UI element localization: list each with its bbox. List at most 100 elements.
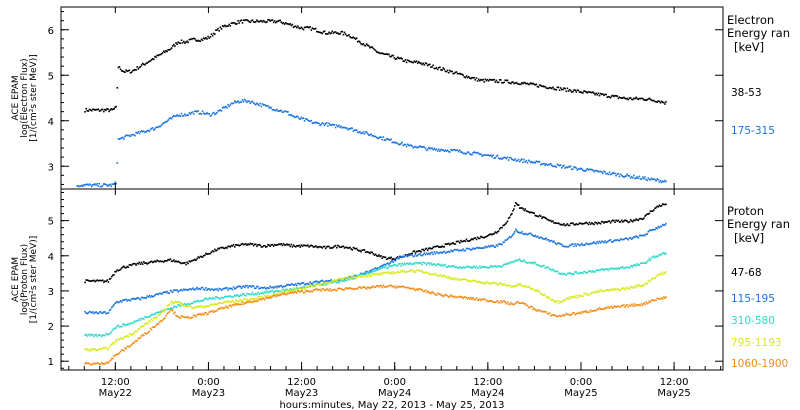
data-point: [431, 291, 433, 293]
data-point: [230, 305, 233, 308]
data-point: [432, 148, 434, 151]
data-point: [231, 296, 234, 298]
data-point: [135, 298, 137, 300]
data-point: [90, 333, 93, 336]
data-point: [133, 69, 135, 71]
data-point: [616, 288, 619, 290]
data-point: [644, 215, 646, 217]
data-point: [209, 115, 212, 117]
data-point: [494, 282, 497, 284]
data-point: [604, 171, 606, 173]
data-point: [251, 285, 254, 287]
data-point: [207, 298, 209, 301]
data-point: [119, 68, 122, 71]
data-point: [638, 218, 641, 220]
data-point: [237, 285, 239, 288]
data-point: [135, 340, 137, 342]
data-point: [228, 23, 230, 26]
data-point: [587, 270, 590, 273]
data-point: [537, 215, 540, 218]
data-point: [665, 296, 667, 298]
data-point: [542, 238, 544, 240]
data-point: [101, 108, 104, 111]
data-point: [663, 273, 665, 276]
data-point: [123, 323, 125, 325]
data-point: [571, 313, 573, 315]
data-point: [517, 83, 520, 85]
data-point: [214, 288, 216, 290]
data-point: [314, 245, 317, 247]
data-point: [373, 273, 376, 275]
data-point: [332, 280, 335, 283]
data-point: [498, 282, 501, 284]
data-point: [303, 283, 306, 286]
data-point: [498, 265, 501, 267]
data-point: [204, 288, 206, 291]
data-point: [290, 24, 293, 27]
data-point: [155, 260, 157, 263]
data-point: [587, 243, 590, 246]
data-point: [85, 362, 87, 364]
data-point: [110, 343, 113, 345]
data-point: [178, 42, 181, 44]
data-point: [176, 301, 178, 303]
data-point: [572, 222, 574, 224]
data-point: [523, 233, 525, 235]
data-point: [566, 246, 569, 248]
data-point: [535, 160, 538, 162]
data-point: [372, 253, 375, 255]
data-point: [622, 175, 624, 178]
data-point: [352, 130, 355, 132]
data-point: [476, 298, 479, 301]
data-point: [597, 242, 600, 244]
data-point: [547, 164, 550, 166]
data-point: [663, 101, 665, 104]
data-point: [262, 287, 265, 289]
data-point: [664, 179, 666, 182]
data-point: [588, 293, 591, 296]
data-point: [525, 304, 528, 307]
data-point: [103, 110, 105, 113]
data-point: [129, 72, 132, 74]
data-point: [139, 336, 142, 339]
data-point: [514, 259, 517, 261]
data-point: [607, 95, 610, 98]
data-point: [436, 68, 439, 71]
data-point: [235, 299, 237, 301]
data-point: [581, 91, 583, 94]
data-point: [205, 287, 207, 289]
data-point: [211, 309, 214, 312]
y-tick-label: 4: [48, 252, 54, 263]
data-point: [618, 96, 621, 99]
data-point: [236, 303, 238, 306]
data-point: [198, 40, 201, 42]
data-point: [252, 300, 255, 302]
data-point: [520, 232, 522, 234]
data-point: [277, 295, 279, 297]
data-point: [567, 165, 570, 168]
data-point: [301, 286, 304, 289]
data-point: [418, 261, 420, 264]
data-point: [422, 62, 424, 65]
data-point: [222, 301, 225, 304]
x-tick-day: May24: [471, 388, 504, 399]
data-point: [132, 333, 134, 336]
data-point: [492, 154, 494, 156]
data-point: [517, 158, 520, 161]
data-point: [253, 103, 256, 105]
data-point: [122, 136, 124, 139]
data-point: [286, 283, 288, 286]
data-point: [342, 278, 345, 281]
data-point: [619, 238, 622, 240]
data-point: [581, 295, 583, 298]
data-point: [92, 334, 94, 336]
data-point: [614, 305, 616, 307]
data-point: [583, 292, 585, 295]
data-point: [573, 89, 575, 91]
data-point: [628, 175, 631, 177]
data-point: [402, 255, 405, 257]
y-tick-label: 1: [48, 357, 54, 368]
data-point: [251, 291, 254, 294]
data-point: [350, 248, 352, 250]
data-point: [228, 245, 230, 248]
